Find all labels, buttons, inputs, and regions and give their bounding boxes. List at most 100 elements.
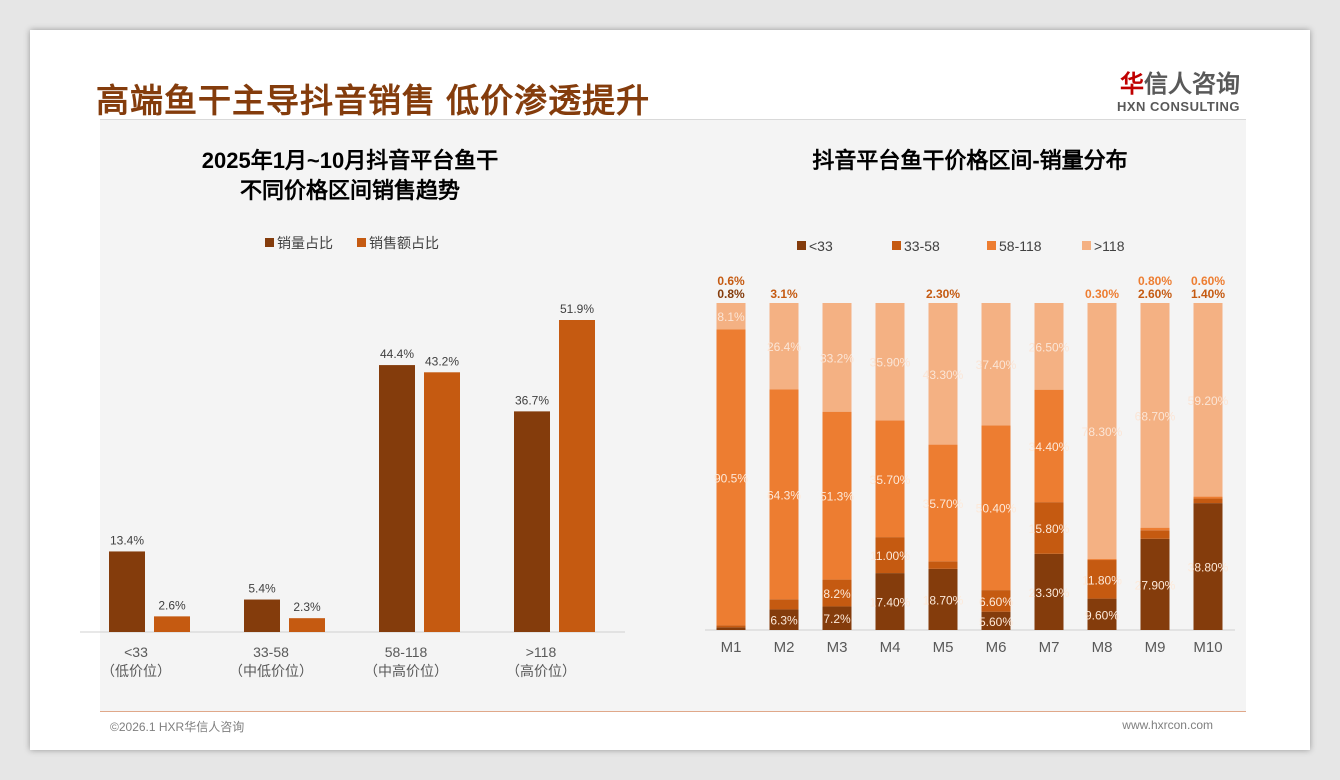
stacked-bar-58-118 bbox=[1087, 559, 1117, 561]
title-divider bbox=[100, 119, 1246, 120]
x-tick-label: M9 bbox=[1145, 639, 1166, 656]
x-tick-label: M2 bbox=[774, 639, 795, 656]
data-label: 36.7% bbox=[515, 393, 549, 407]
data-label: 44.4% bbox=[380, 347, 414, 361]
stacked-bar-33-58 bbox=[981, 590, 1011, 612]
stacked-bar-58-118 bbox=[1140, 527, 1170, 531]
data-label: 43.30% bbox=[923, 368, 964, 382]
stacked-bar-33-58 bbox=[822, 579, 852, 607]
data-label: 11.00% bbox=[870, 549, 910, 563]
data-label-small: 2.60% bbox=[1138, 287, 1172, 301]
footer-divider bbox=[100, 711, 1246, 712]
data-label-small: 0.8% bbox=[717, 287, 745, 301]
data-label: 35.70% bbox=[923, 497, 964, 511]
x-tick-label: >118 bbox=[526, 644, 557, 660]
data-label: 7.2% bbox=[823, 612, 851, 626]
stacked-bar->118 bbox=[1140, 303, 1170, 528]
bar-销量占比 bbox=[514, 411, 550, 632]
stacked-bar-58-118 bbox=[875, 420, 905, 538]
stacked-bar-33-58 bbox=[1087, 560, 1117, 599]
data-label: 6.3% bbox=[770, 614, 798, 628]
bar-销售额占比 bbox=[424, 372, 460, 632]
data-label: 33.2% bbox=[820, 351, 854, 365]
data-label-small: 3.1% bbox=[770, 287, 798, 301]
bar-销量占比 bbox=[109, 551, 145, 632]
data-label: 2.6% bbox=[158, 598, 186, 612]
legend-swatch bbox=[797, 241, 806, 250]
bar-销售额占比 bbox=[559, 320, 595, 632]
x-tick-label: M1 bbox=[721, 639, 742, 656]
logo-text: 信人咨询 bbox=[1144, 71, 1240, 98]
stacked-bar-58-118 bbox=[769, 389, 799, 600]
stacked-bar->118 bbox=[1193, 303, 1223, 497]
legend-label: 58-118 bbox=[999, 238, 1042, 254]
left-chart-title-line1: 2025年1月~10月抖音平台鱼干 bbox=[201, 148, 499, 173]
data-label: 27.90% bbox=[1135, 578, 1176, 592]
logo: 华信人咨询 HXN CONSULTING bbox=[1117, 64, 1240, 114]
legend-swatch bbox=[357, 238, 366, 247]
x-tick-label: 58-118 bbox=[385, 644, 428, 660]
x-tick-label: M8 bbox=[1092, 639, 1113, 656]
data-label: 38.80% bbox=[1188, 561, 1229, 575]
bar-销量占比 bbox=[244, 599, 280, 632]
data-label-small: 0.60% bbox=[1191, 274, 1225, 288]
stacked-bar-33-58 bbox=[1140, 530, 1170, 539]
data-label: 64.3% bbox=[767, 488, 801, 502]
data-label-small: 0.30% bbox=[1085, 287, 1119, 301]
stacked-bar-33-58 bbox=[875, 537, 905, 574]
legend-label: 销售额占比 bbox=[369, 235, 439, 251]
data-label: 50.40% bbox=[976, 502, 1017, 516]
data-label: 5.4% bbox=[248, 582, 276, 596]
data-label: 6.60% bbox=[979, 595, 1013, 609]
stacked-bar-<33 bbox=[1034, 553, 1064, 630]
data-label: 37.40% bbox=[976, 358, 1017, 372]
stacked-bar-<33 bbox=[822, 606, 852, 630]
x-tick-label: <33 bbox=[124, 644, 148, 660]
stacked-bar-33-58 bbox=[769, 599, 799, 610]
data-label-small: 0.6% bbox=[717, 274, 745, 288]
data-label: 15.80% bbox=[1029, 522, 1070, 536]
data-label: 78.30% bbox=[1082, 425, 1123, 439]
page-title: 高端鱼干主导抖音销售 低价渗透提升 bbox=[96, 82, 651, 119]
data-label: 51.3% bbox=[820, 490, 854, 504]
stacked-bar->118 bbox=[716, 303, 746, 330]
bar-销售额占比 bbox=[289, 618, 325, 632]
stacked-bar->118 bbox=[822, 303, 852, 412]
data-label: 11.80% bbox=[1082, 573, 1122, 587]
stacked-bar-<33 bbox=[928, 568, 958, 630]
data-label: 68.70% bbox=[1135, 409, 1176, 423]
bar-销售额占比 bbox=[154, 616, 190, 632]
x-tick-label: M5 bbox=[933, 639, 954, 656]
data-label: 26.50% bbox=[1029, 340, 1070, 354]
x-tick-sublabel: （高价位） bbox=[506, 663, 576, 679]
x-tick-label: M10 bbox=[1193, 639, 1222, 656]
legend-label: >118 bbox=[1094, 238, 1125, 254]
left-chart-title-line2: 不同价格区间销售趋势 bbox=[239, 178, 460, 203]
x-tick-sublabel: （中高价位） bbox=[364, 663, 448, 679]
logo-mark: 华 bbox=[1120, 71, 1144, 98]
stacked-bar->118 bbox=[1087, 303, 1117, 560]
stacked-bar-33-58 bbox=[928, 561, 958, 569]
data-label: 59.20% bbox=[1188, 394, 1229, 408]
stacked-bar-<33 bbox=[1087, 598, 1117, 630]
data-label: 23.30% bbox=[1029, 586, 1070, 600]
stacked-bar-<33 bbox=[981, 611, 1011, 630]
data-label: 35.90% bbox=[870, 356, 911, 370]
stacked-bar-58-118 bbox=[822, 411, 852, 580]
footer-url: www.hxrcon.com bbox=[1122, 718, 1213, 732]
logo-subtext: HXN CONSULTING bbox=[1116, 99, 1240, 114]
stacked-bar->118 bbox=[1034, 303, 1064, 390]
legend-swatch bbox=[892, 241, 901, 250]
stacked-bar->118 bbox=[769, 303, 799, 390]
data-label: 43.2% bbox=[425, 354, 459, 368]
stacked-bar-<33 bbox=[716, 627, 746, 630]
stacked-bar-<33 bbox=[1140, 538, 1170, 630]
data-label: 8.2% bbox=[823, 587, 851, 601]
stacked-bar-58-118 bbox=[928, 444, 958, 562]
x-tick-label: M4 bbox=[880, 639, 901, 656]
data-label: 9.60% bbox=[1085, 608, 1119, 622]
data-label-small: 2.30% bbox=[926, 287, 960, 301]
stacked-bar-<33 bbox=[769, 609, 799, 630]
stacked-bar->118 bbox=[928, 303, 958, 445]
